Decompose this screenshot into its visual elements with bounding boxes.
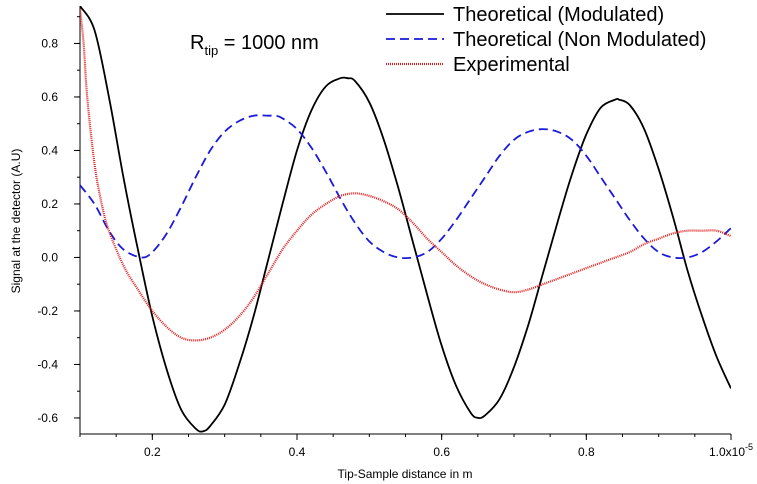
- x-tick-label: 1.0x10-5: [709, 442, 753, 459]
- annotation-subscript: tip: [204, 43, 218, 58]
- y-axis-title: Signal at the detector (A.U): [9, 149, 23, 294]
- series-line-theoretical-non-modulated: [80, 114, 731, 259]
- y-tick-label: 0.4: [41, 143, 58, 157]
- y-tick-label: 0.2: [41, 197, 58, 211]
- series-layer: [80, 6, 731, 433]
- annotation-value: = 1000 nm: [218, 32, 319, 54]
- y-tick-label: -0.4: [37, 357, 58, 371]
- y-tick-label: -0.6: [37, 411, 58, 425]
- y-tick-label: 0.6: [41, 90, 58, 104]
- x-axis-title: Tip-Sample distance in m: [338, 467, 473, 481]
- legend-label-experimental: Experimental: [453, 54, 570, 76]
- series-line-experimental: [80, 8, 731, 342]
- legend-label-theoretical-non-modulated: Theoretical (Non Modulated): [453, 29, 706, 51]
- x-tick-label: 0.8: [578, 445, 595, 459]
- annotation-main: R: [190, 32, 204, 54]
- legend: Theoretical (Modulated) Theoretical (Non …: [386, 4, 706, 76]
- tip-radius-annotation: Rtip = 1000 nm: [190, 32, 319, 58]
- x-axis-ticks: 0.2 0.4 0.6 0.8 1.0x10-5: [79, 434, 753, 459]
- y-tick-label: -0.2: [37, 304, 58, 318]
- x-tick-label: 0.2: [144, 445, 161, 459]
- x-tick-exponent: -5: [745, 442, 753, 452]
- legend-label-theoretical-modulated: Theoretical (Modulated): [453, 4, 664, 26]
- axes: [79, 6, 731, 435]
- y-axis-ticks: -0.6 -0.4 -0.2 0.0 0.2 0.4 0.6 0.8: [37, 16, 80, 425]
- series-line-theoretical-modulated: [80, 6, 731, 433]
- y-tick-label: 0.8: [41, 36, 58, 50]
- y-tick-label: 0.0: [41, 250, 58, 264]
- x-tick-label: 0.6: [433, 445, 450, 459]
- x-tick-label: 0.4: [289, 445, 306, 459]
